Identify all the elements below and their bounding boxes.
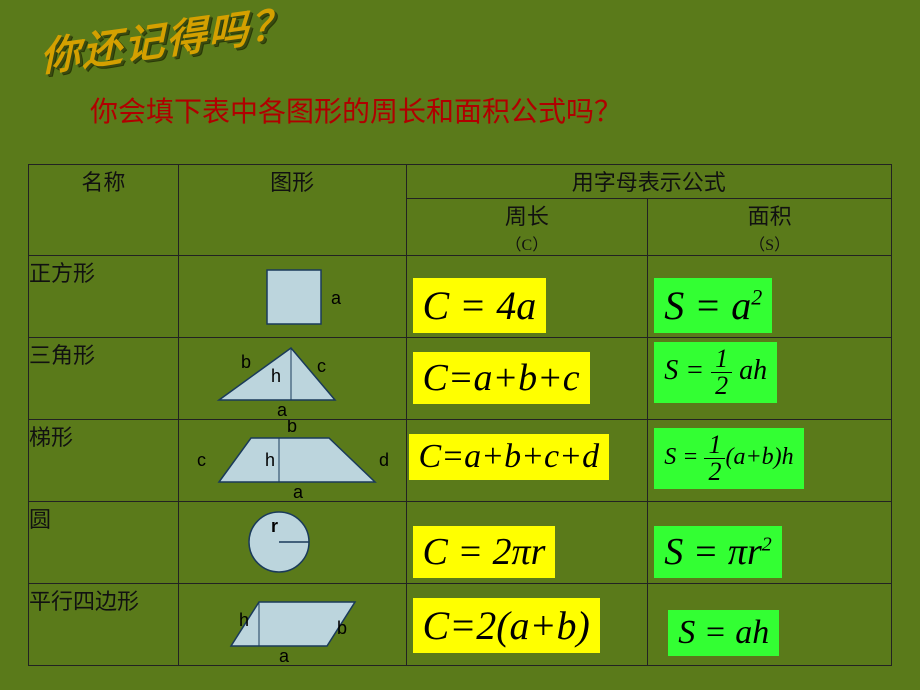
svg-text:c: c bbox=[317, 356, 326, 376]
hdr-name: 名称 bbox=[29, 165, 179, 256]
shape-circle: r bbox=[178, 502, 406, 584]
formula-table: 名称 图形 用字母表示公式 周长（C） 面积（S） 正方形 a C = 4a S… bbox=[28, 164, 892, 666]
row-circle: 圆 r C = 2πr S = πr2 bbox=[29, 502, 892, 584]
shape-square: a bbox=[178, 256, 406, 338]
row-trapez: 梯形 b c d h a C=a+b+c+d S = 12(a+b)h bbox=[29, 420, 892, 502]
area-square: S = a2 bbox=[648, 256, 892, 338]
perim-para: C=2(a+b) bbox=[406, 584, 648, 666]
hdr-shape: 图形 bbox=[178, 165, 406, 256]
area-trapez: S = 12(a+b)h bbox=[648, 420, 892, 502]
svg-text:b: b bbox=[337, 618, 347, 638]
name-triangle: 三角形 bbox=[29, 338, 179, 420]
svg-text:b: b bbox=[287, 420, 297, 436]
perim-trapez: C=a+b+c+d bbox=[406, 420, 648, 502]
svg-text:b: b bbox=[241, 352, 251, 372]
svg-text:d: d bbox=[379, 450, 389, 470]
svg-text:h: h bbox=[265, 450, 275, 470]
svg-text:r: r bbox=[271, 516, 278, 536]
svg-text:h: h bbox=[239, 610, 249, 630]
area-circle: S = πr2 bbox=[648, 502, 892, 584]
svg-text:a: a bbox=[293, 482, 304, 502]
row-triangle: 三角形 b c h a C=a+b+c S = 12 ah bbox=[29, 338, 892, 420]
name-para: 平行四边形 bbox=[29, 584, 179, 666]
banner-title: 你还记得吗？ bbox=[39, 0, 293, 84]
perim-triangle: C=a+b+c bbox=[406, 338, 648, 420]
subtitle: 你会填下表中各图形的周长和面积公式吗？ bbox=[90, 90, 622, 130]
svg-text:a: a bbox=[279, 646, 290, 666]
shape-para: h b a bbox=[178, 584, 406, 666]
perim-square: C = 4a bbox=[406, 256, 648, 338]
shape-trapez: b c d h a bbox=[178, 420, 406, 502]
hdr-perim: 周长（C） bbox=[406, 199, 648, 256]
svg-text:h: h bbox=[271, 366, 281, 386]
name-circle: 圆 bbox=[29, 502, 179, 584]
area-triangle: S = 12 ah bbox=[648, 338, 892, 420]
svg-text:c: c bbox=[197, 450, 206, 470]
row-para: 平行四边形 h b a C=2(a+b) S = ah bbox=[29, 584, 892, 666]
name-square: 正方形 bbox=[29, 256, 179, 338]
perim-circle: C = 2πr bbox=[406, 502, 648, 584]
shape-triangle: b c h a bbox=[178, 338, 406, 420]
svg-text:a: a bbox=[277, 400, 288, 420]
row-square: 正方形 a C = 4a S = a2 bbox=[29, 256, 892, 338]
name-trapez: 梯形 bbox=[29, 420, 179, 502]
svg-text:a: a bbox=[331, 288, 342, 308]
hdr-area: 面积（S） bbox=[648, 199, 892, 256]
hdr-formula: 用字母表示公式 bbox=[406, 165, 891, 199]
area-para: S = ah bbox=[648, 584, 892, 666]
